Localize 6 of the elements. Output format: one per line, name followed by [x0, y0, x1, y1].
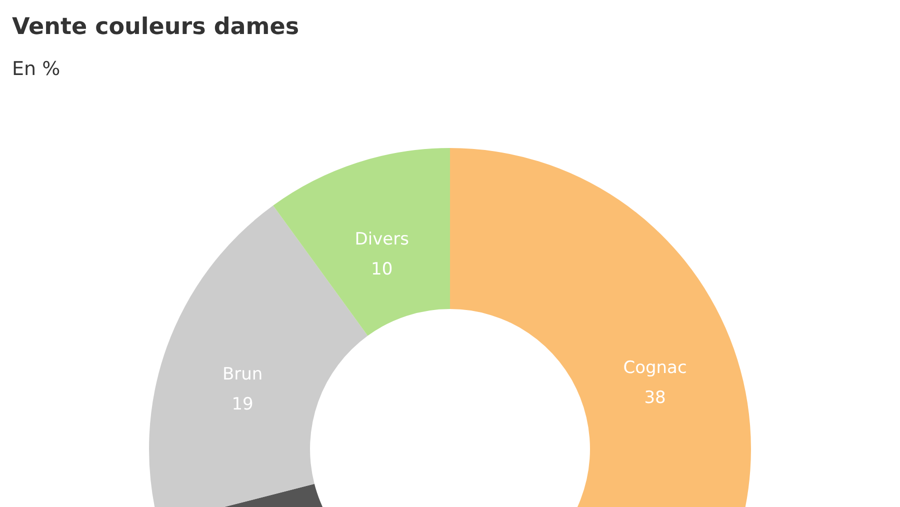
slice-label: Divers	[354, 229, 410, 250]
chart-subtitle: En %	[12, 58, 60, 80]
slice-label: Cognac	[623, 358, 687, 378]
chart-title: Vente couleurs dames	[12, 14, 300, 40]
data-label: 10	[371, 259, 393, 280]
data-label: 38	[644, 388, 666, 408]
